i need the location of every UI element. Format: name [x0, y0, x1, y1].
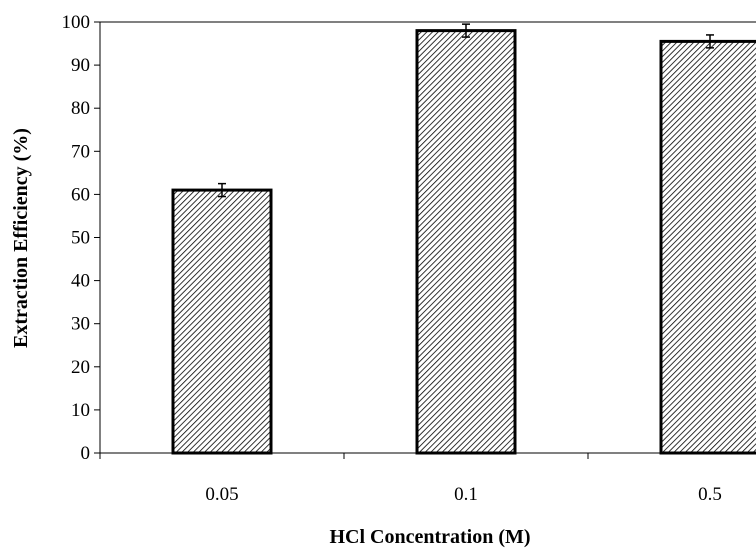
error-bar: [218, 182, 226, 198]
y-tick-label: 60: [71, 184, 90, 205]
bars: [171, 29, 756, 455]
x-axis-title: HCl Concentration (M): [329, 526, 530, 548]
y-tick-label: 50: [71, 228, 90, 249]
y-tick-label: 70: [71, 141, 90, 162]
bar: [171, 188, 273, 455]
y-tick-label: 20: [71, 357, 90, 378]
y-tick-label: 10: [71, 400, 90, 421]
bar: [415, 29, 517, 455]
x-axis: 0.05 0.1 0.5: [99, 452, 756, 505]
x-tick-label: 0.5: [698, 484, 722, 505]
y-tick-label: 100: [62, 12, 91, 33]
y-axis: 0 10 20 30 40 50 60 70 80 90 100: [62, 12, 101, 464]
y-tick-label: 30: [71, 314, 90, 335]
x-tick-label: 0.1: [454, 484, 478, 505]
error-bars: [218, 23, 714, 198]
y-tick-label: 0: [81, 443, 91, 464]
x-tick-label: 0.05: [205, 484, 238, 505]
error-bar: [706, 34, 714, 49]
y-tick-label: 40: [71, 271, 90, 292]
y-tick-label: 90: [71, 55, 90, 76]
y-axis-title: Extraction Efficiency (%): [10, 128, 32, 348]
y-tick-label: 80: [71, 98, 90, 119]
error-bar: [462, 23, 470, 38]
bar: [659, 39, 756, 455]
